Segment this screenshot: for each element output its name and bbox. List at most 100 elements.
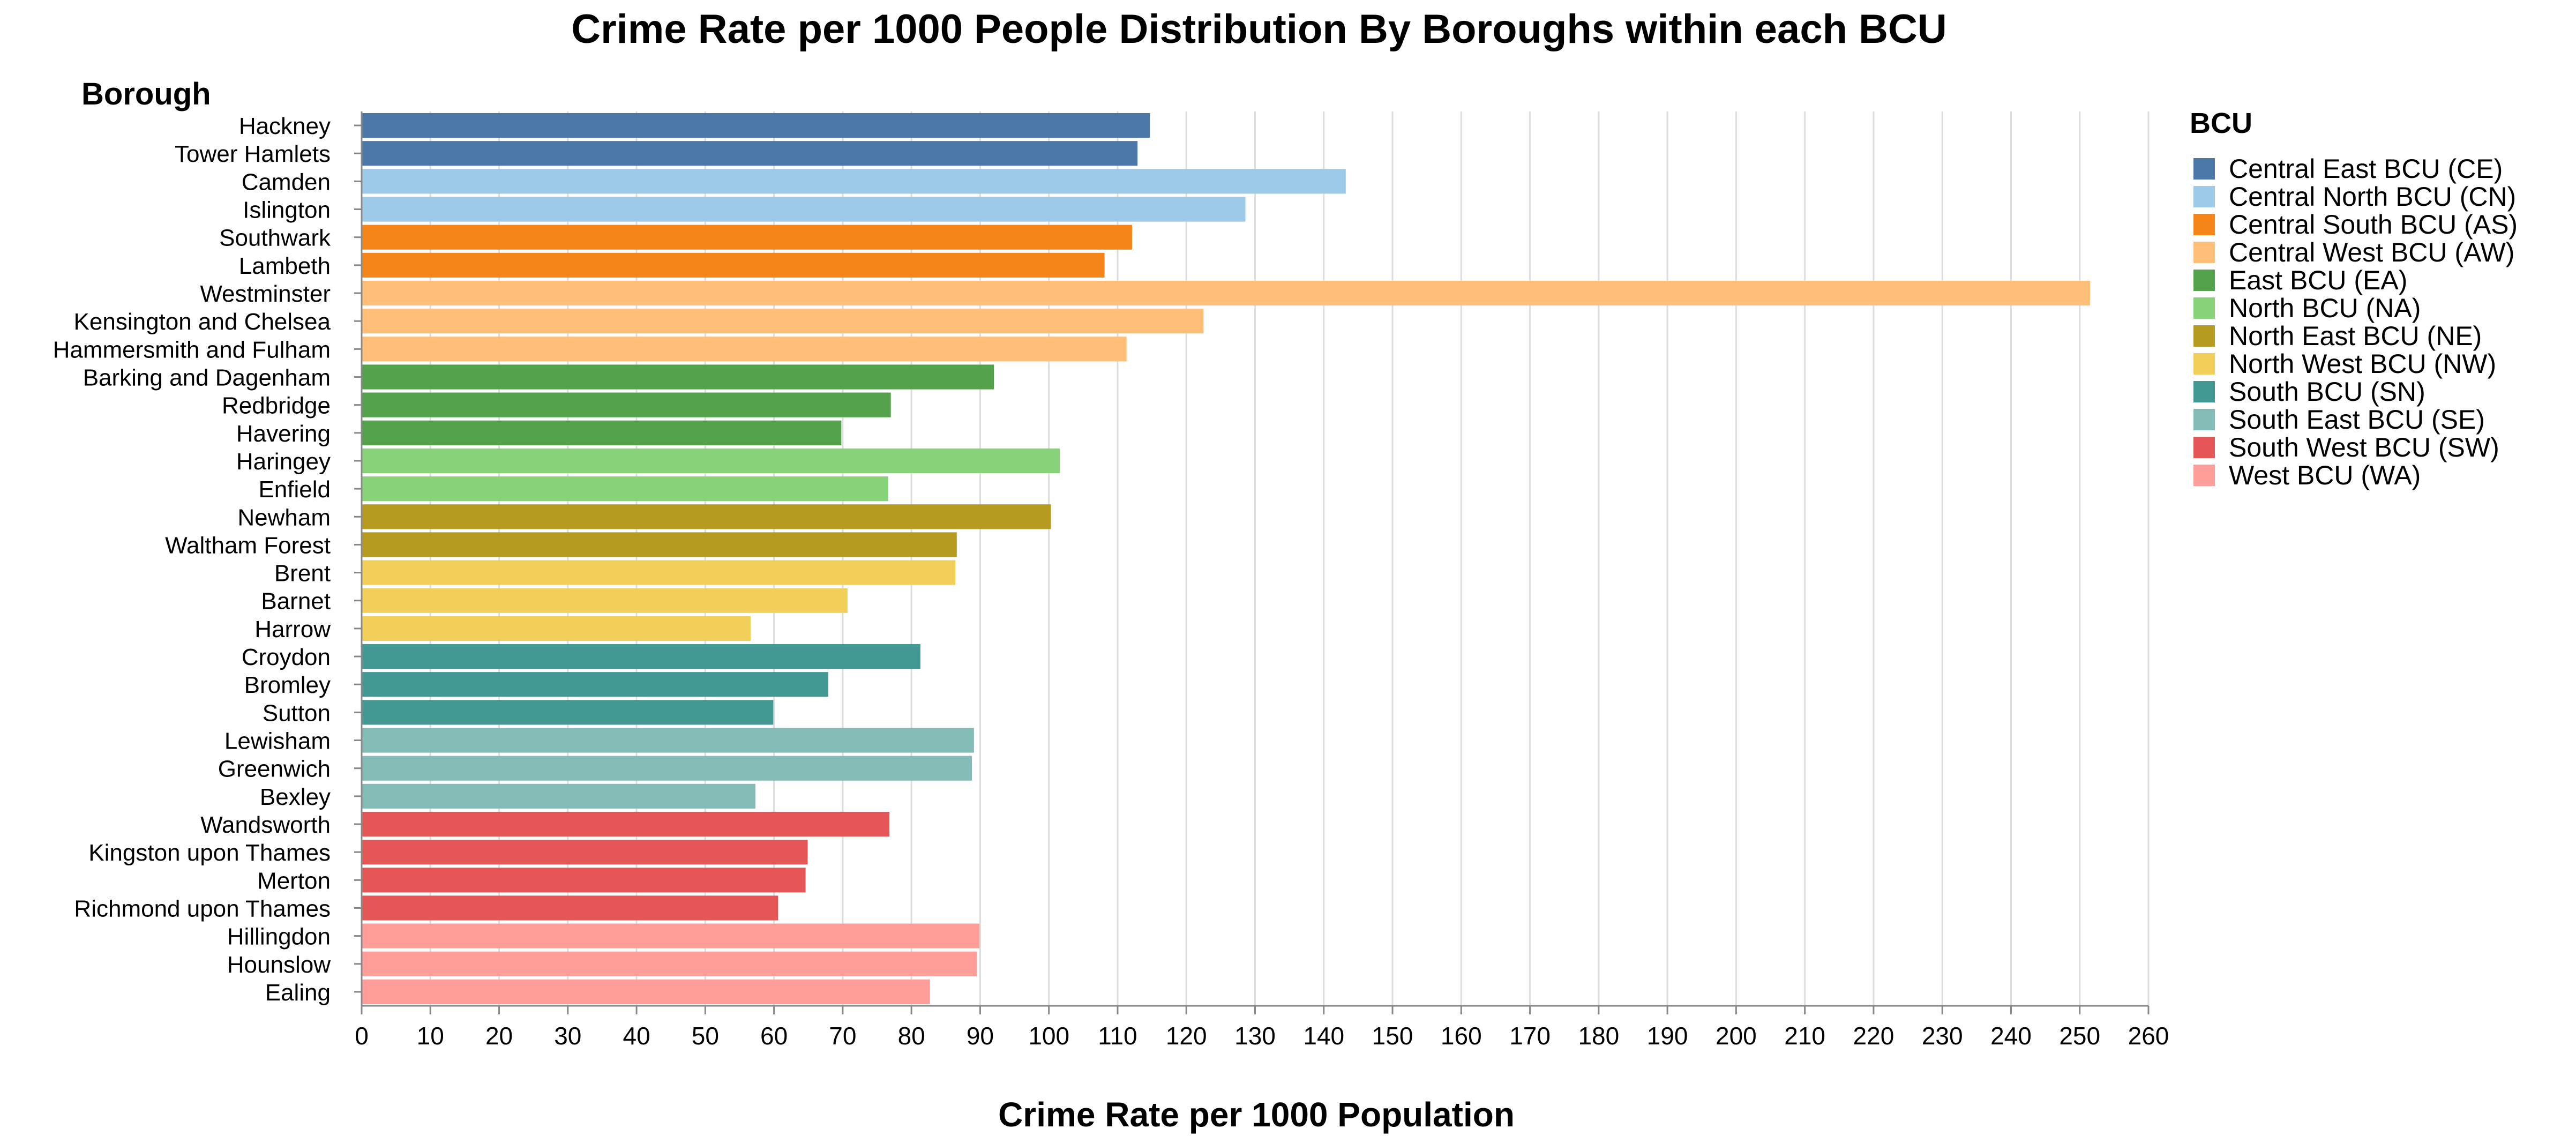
x-tick-label: 240 (1990, 1022, 2032, 1050)
bar (362, 280, 2090, 306)
x-tick-label: 110 (1098, 1022, 1137, 1050)
y-tick-label: Southwark (219, 225, 331, 251)
x-tick-label: 30 (554, 1022, 581, 1050)
bar (362, 700, 774, 725)
y-tick-label: Westminster (200, 281, 331, 307)
y-tick-label: Havering (236, 421, 331, 447)
bar (362, 252, 1105, 278)
y-tick-label: Bexley (260, 784, 331, 810)
bar (362, 364, 994, 390)
legend-label: East BCU (EA) (2229, 265, 2407, 295)
x-tick-label: 10 (417, 1022, 444, 1050)
legend-swatch (2193, 409, 2215, 430)
bar (362, 448, 1060, 474)
x-tick-label: 140 (1303, 1022, 1344, 1050)
legend-swatch (2193, 242, 2215, 263)
bar (362, 756, 972, 781)
y-tick-label: Haringey (236, 449, 331, 475)
bar (362, 868, 806, 893)
y-tick-label: Ealing (265, 980, 331, 1006)
y-tick-label: Kingston upon Thames (88, 840, 331, 866)
y-tick-label: Bromley (244, 672, 331, 698)
x-tick-label: 220 (1853, 1022, 1894, 1050)
x-tick-label: 50 (692, 1022, 719, 1050)
x-tick-label: 20 (485, 1022, 513, 1050)
y-tick-label: Newham (237, 504, 331, 531)
x-tick-label: 170 (1509, 1022, 1551, 1050)
legend-swatch (2193, 158, 2215, 180)
legend-swatch (2193, 381, 2215, 402)
x-tick-label: 260 (2128, 1022, 2169, 1050)
bars (362, 113, 2090, 1004)
bar (362, 840, 808, 865)
legend-swatch (2193, 325, 2215, 347)
y-tick-label: Sutton (263, 700, 331, 726)
y-tick-label: Redbridge (222, 393, 331, 419)
bar (362, 476, 888, 502)
x-tick-label: 190 (1647, 1022, 1688, 1050)
bar (362, 979, 930, 1004)
x-tick-label: 60 (760, 1022, 788, 1050)
y-tick-label: Greenwich (218, 756, 331, 782)
y-axis-title: Borough (81, 77, 211, 111)
x-tick-label: 200 (1716, 1022, 1757, 1050)
x-tick-label: 0 (355, 1022, 369, 1050)
legend-label: Central South BCU (AS) (2229, 210, 2518, 240)
axes: 0 10 20 30 40 50 60 70 80 90 100 110 120 130 140 150 160… (53, 111, 2169, 1050)
bar (362, 225, 1132, 250)
bar (362, 560, 956, 585)
y-tick-label: Lewisham (224, 728, 331, 754)
bar (362, 672, 828, 697)
bar (362, 588, 848, 613)
bar (362, 951, 977, 976)
x-tick-label: 80 (898, 1022, 925, 1050)
legend-label: Central East BCU (CE) (2229, 154, 2503, 184)
legend: BCU Central East BCU (CE)Central North B… (2190, 107, 2518, 490)
y-tick-label: Richmond upon Thames (74, 895, 331, 922)
legend-swatch (2193, 214, 2215, 235)
x-tick-label: 250 (2059, 1022, 2100, 1050)
chart-title: Crime Rate per 1000 People Distribution … (571, 6, 1947, 52)
y-tick-label: Hackney (239, 113, 331, 139)
bar (362, 337, 1127, 362)
bar (362, 783, 755, 809)
y-tick-label: Kensington and Chelsea (74, 309, 331, 335)
legend-label: West BCU (WA) (2229, 460, 2421, 490)
y-tick-label: Waltham Forest (165, 532, 331, 558)
legend-swatch (2193, 297, 2215, 319)
bar (362, 811, 890, 837)
y-tick-label: Hounslow (227, 952, 331, 978)
bar (362, 504, 1051, 529)
legend-label: South East BCU (SE) (2229, 405, 2485, 435)
x-tick-label: 210 (1784, 1022, 1825, 1050)
bar (362, 923, 980, 948)
y-tick-label: Wandsworth (200, 812, 331, 838)
y-tick-label: Harrow (254, 616, 331, 643)
y-tick-label: Hammersmith and Fulham (53, 337, 331, 363)
bar (362, 895, 778, 921)
x-tick-label: 230 (1922, 1022, 1963, 1050)
legend-title: BCU (2190, 107, 2252, 139)
y-tick-label: Camden (242, 169, 331, 195)
legend-swatch (2193, 437, 2215, 458)
y-tick-label: Lambeth (239, 253, 331, 279)
y-tick-label: Croydon (242, 644, 331, 670)
legend-label: Central North BCU (CN) (2229, 182, 2516, 212)
y-tick-label: Hillingdon (227, 924, 331, 950)
legend-label: Central West BCU (AW) (2229, 237, 2514, 267)
x-tick-label: 100 (1028, 1022, 1069, 1050)
bar (362, 197, 1246, 222)
bar (362, 309, 1204, 334)
bar (362, 532, 957, 557)
x-tick-label: 120 (1166, 1022, 1207, 1050)
y-tick-label: Enfield (258, 476, 331, 503)
x-tick-label: 150 (1372, 1022, 1413, 1050)
x-tick-label: 70 (829, 1022, 856, 1050)
bar (362, 392, 891, 417)
y-tick-label: Barking and Dagenham (83, 364, 331, 391)
bar (362, 616, 751, 641)
bar (362, 113, 1150, 138)
x-tick-label: 180 (1578, 1022, 1619, 1050)
x-tick-label: 130 (1234, 1022, 1276, 1050)
